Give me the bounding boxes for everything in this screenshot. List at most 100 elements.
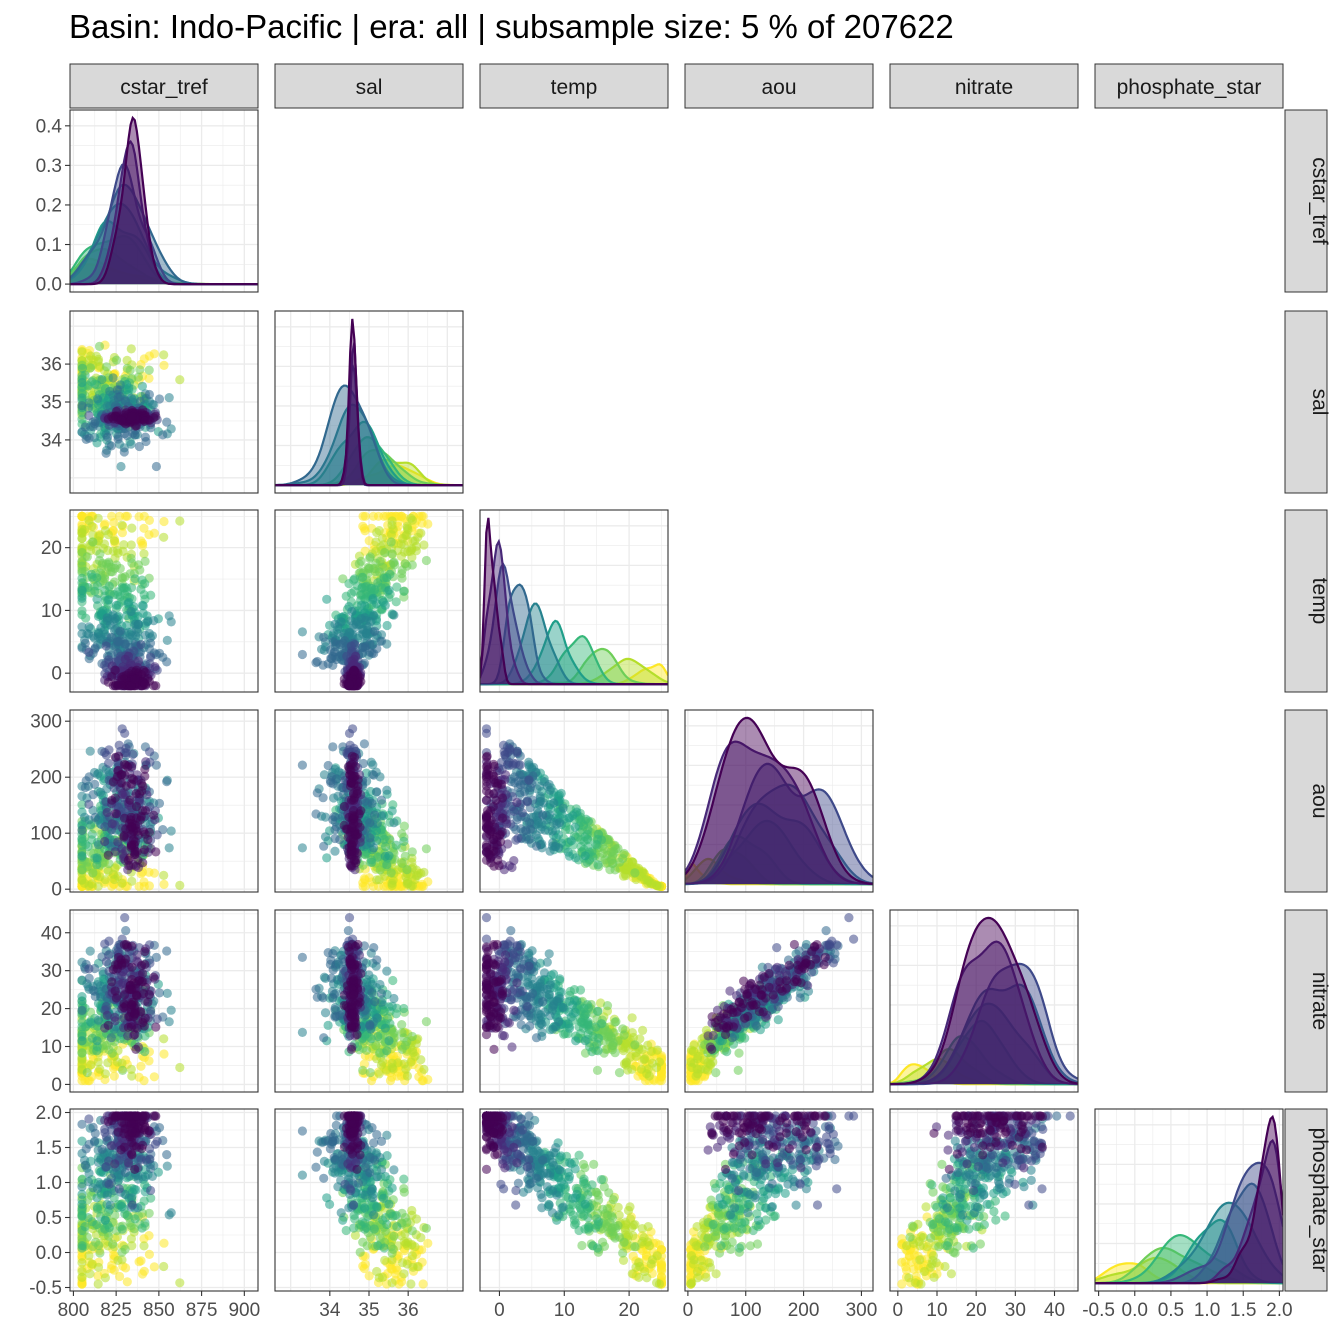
scatter-point xyxy=(101,362,112,372)
scatter-point xyxy=(77,865,87,875)
scatter-point xyxy=(380,547,390,558)
panel-border xyxy=(274,509,464,693)
scatter-point xyxy=(375,979,385,990)
scatter-point xyxy=(320,1008,331,1018)
scatter-point xyxy=(630,868,640,878)
scatter-point xyxy=(297,649,307,660)
scatter-point xyxy=(138,608,148,619)
scatter-point xyxy=(319,1033,329,1043)
panel-border xyxy=(69,709,259,893)
scatter-point xyxy=(365,818,375,828)
scatter-point xyxy=(329,628,339,639)
scatter-point xyxy=(113,637,123,647)
scatter-point xyxy=(77,1048,87,1058)
scatter-point xyxy=(141,757,151,767)
scatter-point xyxy=(399,821,409,831)
scatter-point xyxy=(417,1076,427,1086)
scatter-point xyxy=(90,779,100,790)
scatter-point xyxy=(100,526,110,536)
scatter-point xyxy=(571,853,581,863)
scatter-point xyxy=(358,1065,368,1075)
scatter-point xyxy=(159,516,169,527)
scatter-point xyxy=(95,549,105,559)
scatter-point xyxy=(117,788,127,799)
scatter-point xyxy=(619,848,629,859)
scatter-point xyxy=(376,795,387,805)
strip-right-temp: temp xyxy=(1284,509,1331,693)
scatter-point xyxy=(149,868,159,878)
scatter-point xyxy=(116,461,126,472)
scatter-point xyxy=(118,573,128,583)
scatter-point xyxy=(297,1027,307,1037)
scatter-point xyxy=(132,813,142,823)
scatter-point xyxy=(481,822,492,832)
scatter-point xyxy=(143,997,153,1007)
scatter-point xyxy=(131,789,141,799)
page-title: Basin: Indo-Pacific | era: all | subsamp… xyxy=(69,8,954,45)
strip-label: phosphate_star xyxy=(1308,1128,1331,1273)
scatter-point xyxy=(593,860,603,870)
scatter-point xyxy=(535,797,545,807)
scatter-point xyxy=(116,955,126,965)
scatter-point xyxy=(120,589,130,599)
scatter-point xyxy=(338,574,348,584)
scatter-point xyxy=(402,879,412,889)
scatter-point xyxy=(96,787,106,797)
scatter-point xyxy=(331,822,342,832)
scatter-point xyxy=(358,881,368,892)
scatter-point xyxy=(368,511,378,521)
scatter-point xyxy=(387,549,397,559)
scatter-point xyxy=(507,862,517,873)
points xyxy=(77,913,185,1086)
scatter-point xyxy=(159,1034,169,1044)
scatter-point xyxy=(150,662,160,672)
scatter-point xyxy=(126,606,136,617)
strip-label: phosphate_star xyxy=(1117,76,1262,99)
scatter-point xyxy=(485,850,495,860)
scatter-point xyxy=(92,1046,102,1056)
scatter-panel-cstar_tref-vs-temp xyxy=(69,509,259,693)
scatter-point xyxy=(357,600,367,610)
scatter-point xyxy=(110,847,120,857)
scatter-point xyxy=(117,520,127,530)
scatter-point xyxy=(152,1014,162,1024)
scatter-point xyxy=(131,1044,141,1054)
scatter-point xyxy=(358,521,368,531)
strip-box xyxy=(684,63,874,109)
scatter-point xyxy=(92,594,102,604)
scatter-point xyxy=(389,818,399,828)
scatter-point xyxy=(350,574,360,584)
scatter-point xyxy=(162,777,172,787)
scatter-point xyxy=(402,521,412,531)
scatter-point xyxy=(144,628,154,639)
scatter-point xyxy=(483,764,493,775)
scatter-point xyxy=(401,531,411,541)
scatter-point xyxy=(392,582,402,592)
scatter-point xyxy=(107,819,117,829)
points xyxy=(77,340,185,472)
strip-box xyxy=(1284,909,1328,1093)
scatter-point xyxy=(149,528,159,538)
scatter-point xyxy=(369,648,379,659)
scatter-point xyxy=(84,964,94,974)
strip-box xyxy=(1284,310,1328,494)
scatter-point xyxy=(132,990,142,1001)
scatter-point xyxy=(84,411,94,421)
scatter-point xyxy=(140,432,150,442)
scatter-point xyxy=(144,990,154,1000)
scatter-point xyxy=(127,666,137,676)
scatter-point xyxy=(126,540,136,550)
scatter-point xyxy=(517,808,528,818)
scatter-point xyxy=(77,800,87,810)
scatter-point xyxy=(117,878,127,888)
scatter-point xyxy=(548,841,558,851)
scatter-point xyxy=(88,422,98,432)
scatter-point xyxy=(358,511,368,521)
scatter-point xyxy=(77,347,87,357)
scatter-point xyxy=(77,825,87,836)
scatter-point xyxy=(319,770,329,780)
scatter-point xyxy=(380,600,390,611)
scatter-point xyxy=(126,1000,136,1010)
scatter-point xyxy=(529,762,539,772)
